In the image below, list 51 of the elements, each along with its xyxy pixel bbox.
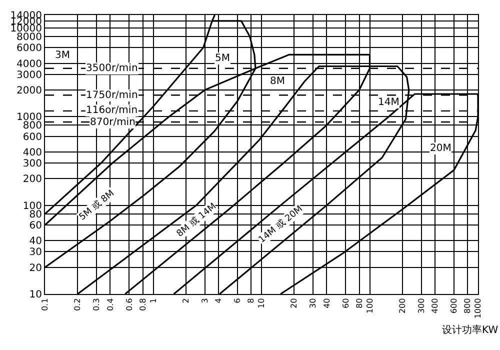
x-tick-label: 8	[246, 298, 256, 304]
y-tick-label: 6000	[16, 43, 42, 54]
annotation: 3M	[55, 50, 70, 61]
x-tick-label: 60	[341, 298, 350, 308]
x-tick-label: 0.8	[138, 298, 148, 311]
annotation: 20M	[430, 143, 452, 154]
y-tick-label: 400	[22, 147, 42, 158]
x-axis-title: 设计功率KW	[442, 324, 498, 336]
ref-line-label: 3500r/min	[86, 63, 138, 74]
ref-line-label: 1750r/min	[86, 90, 138, 101]
x-tick-label: 3	[200, 298, 210, 304]
y-tick-label: 600	[22, 132, 42, 143]
annotation: 5M	[215, 53, 230, 64]
x-tick-label: 300	[417, 298, 426, 314]
y-tick-label: 30	[29, 247, 42, 258]
x-tick-label: 0.2	[73, 298, 82, 311]
y-tick-label: 4000	[16, 58, 42, 70]
x-tick-label: 30	[308, 298, 318, 308]
x-tick-label: 20	[290, 298, 299, 308]
x-tick-label: 1000	[474, 298, 483, 319]
x-tick-label: 1	[148, 298, 158, 304]
x-tick-label: 600	[450, 298, 459, 314]
x-tick-label: 4	[214, 298, 224, 304]
y-tick-label: 800	[22, 120, 42, 132]
x-tick-label: 80	[354, 298, 364, 308]
x-tick-label: 40	[322, 298, 332, 308]
x-tick-label: 0.6	[124, 298, 134, 311]
y-tick-label: 20	[29, 262, 42, 274]
y-tick-label: 40	[29, 236, 42, 248]
x-tick-label: 2	[181, 298, 190, 304]
x-tick-label: 400	[430, 298, 440, 314]
x-tick-label: 6	[233, 298, 242, 304]
y-tick-label: 2000	[16, 85, 42, 96]
annotation: 8M	[270, 76, 285, 87]
x-tick-label: 100	[365, 298, 374, 314]
annotation: 5M 或 8M	[77, 188, 116, 223]
y-tick-label: 200	[22, 174, 42, 186]
y-tick-label: 8000	[16, 32, 42, 44]
ref-line-label: 870r/min	[90, 117, 136, 128]
y-tick-label: 3000	[16, 70, 42, 81]
y-tick-label: 80	[29, 209, 42, 220]
x-tick-label: 0.4	[106, 298, 115, 311]
x-tick-label: 0.3	[92, 298, 102, 311]
y-tick-label: 300	[22, 158, 42, 170]
annotation: 14M	[378, 97, 400, 108]
y-tick-label: 60	[29, 220, 42, 232]
ref-line-label: 116or/min	[86, 105, 138, 116]
x-tick-label: 0.1	[40, 298, 50, 311]
x-tick-label: 800	[463, 298, 472, 314]
x-tick-label: 200	[398, 298, 407, 314]
x-tick-label: 10	[257, 298, 266, 308]
